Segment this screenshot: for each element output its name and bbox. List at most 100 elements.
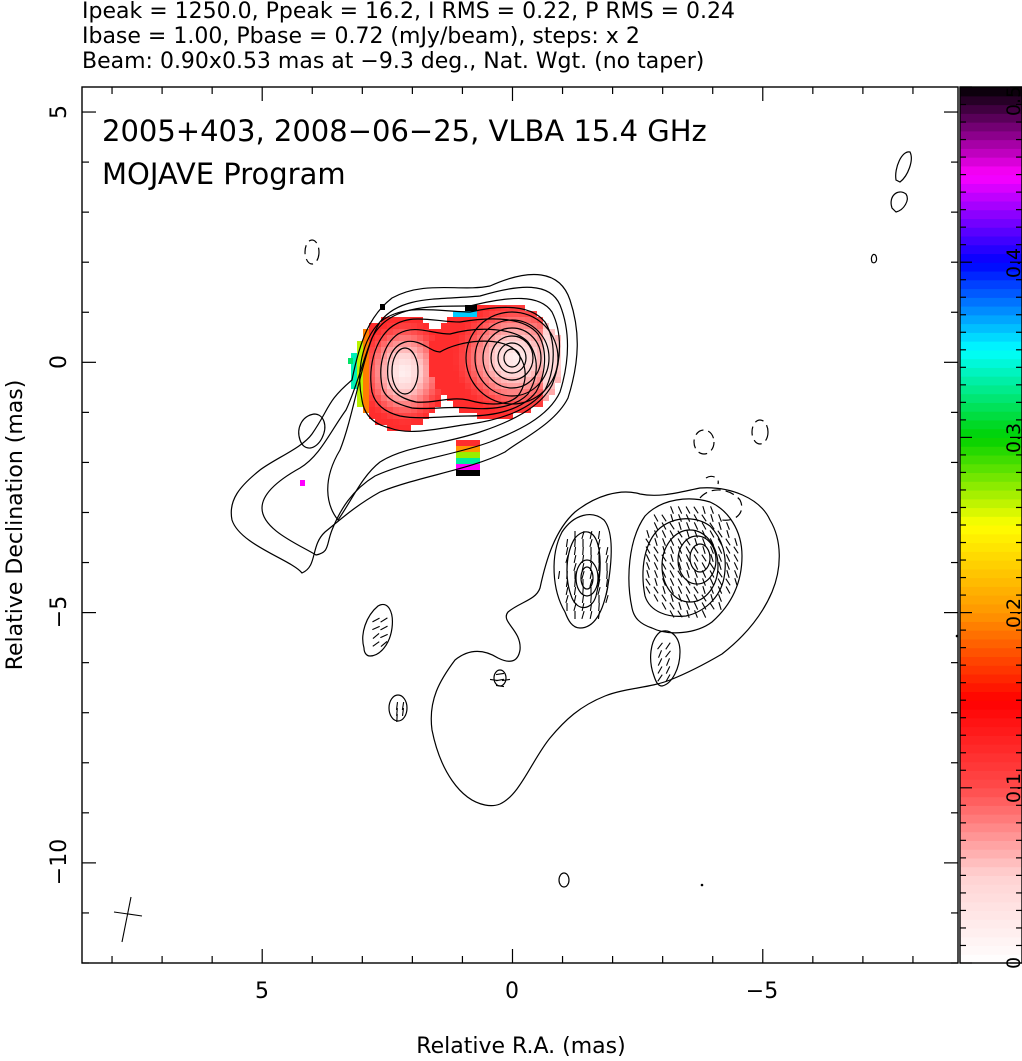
polarization-vector <box>565 595 569 603</box>
colorbar-swatch <box>960 95 1022 106</box>
polarization-pixel <box>387 419 393 425</box>
polarization-pixel <box>543 365 549 371</box>
polarization-pixel <box>489 389 495 395</box>
polarization-vector <box>677 546 683 554</box>
polarization-vector <box>597 610 601 620</box>
polarization-vector <box>693 562 699 570</box>
polarization-pixel <box>501 401 507 407</box>
polarization-pixel <box>429 395 435 401</box>
polarization-pixel <box>423 365 429 371</box>
polarization-pixel <box>357 401 363 407</box>
polarization-pixel <box>507 353 513 359</box>
polarization-pixel <box>363 335 369 341</box>
polarization-pixel <box>555 365 561 371</box>
polarization-pixel <box>531 401 537 407</box>
polarization-pixel <box>399 383 405 389</box>
polarization-pixel <box>429 365 435 371</box>
polarization-pixel <box>387 317 393 323</box>
polarization-pixel <box>411 377 417 383</box>
polarization-vector <box>653 594 659 602</box>
colorbar-swatch <box>960 113 1022 123</box>
polarization-pixel <box>435 335 441 341</box>
polarization-pixel <box>474 458 480 464</box>
polarization-vector <box>657 650 663 658</box>
polarization-vector <box>605 578 609 588</box>
polarization-pixel <box>465 389 471 395</box>
y-tick-label: 5 <box>47 105 72 119</box>
polarization-pixel <box>435 371 441 377</box>
polarization-pixel <box>462 458 468 464</box>
polarization-vector <box>686 522 690 530</box>
polarization-pixel <box>411 347 417 353</box>
polarization-pixel <box>357 395 363 401</box>
colorbar-swatch <box>960 568 1022 579</box>
polarization-vector <box>661 530 667 538</box>
colorbar-swatch <box>960 376 1022 386</box>
polarization-pixel <box>495 395 501 401</box>
colorbar-swatch <box>960 279 1022 290</box>
polarization-pixel <box>465 371 471 377</box>
polarization-vector <box>380 625 388 631</box>
polarization-pixel <box>381 383 387 389</box>
polarization-pixel <box>465 323 471 329</box>
polarization-pixel <box>387 359 393 365</box>
polarization-vector <box>566 570 568 580</box>
polarization-pixel <box>405 365 411 371</box>
colorbar-swatch <box>960 542 1022 552</box>
polarization-vector <box>685 546 691 554</box>
polarization-pixel <box>465 335 471 341</box>
polarization-pixel <box>465 395 471 401</box>
polarization-pixel <box>456 440 462 446</box>
polarization-vector <box>645 546 651 554</box>
polarization-pixel <box>417 401 423 407</box>
polarization-vector <box>669 610 675 618</box>
colorbar-swatch <box>960 200 1022 211</box>
polarization-pixel <box>465 407 471 413</box>
polarization-pixel <box>489 407 495 413</box>
polarization-pixel <box>531 341 537 347</box>
polarization-vector <box>661 594 667 602</box>
colorbar-swatch <box>960 744 1022 754</box>
polarization-vector <box>694 538 698 546</box>
polarization-vector <box>686 610 690 618</box>
polarization-vector <box>657 674 663 682</box>
polarization-vector <box>661 602 667 610</box>
polarization-vector <box>717 530 723 538</box>
polarization-vector <box>589 570 593 580</box>
polarization-vector <box>701 610 707 618</box>
polarization-pixel <box>447 389 453 395</box>
polarization-vector <box>581 594 585 604</box>
polarization-pixel <box>411 371 417 377</box>
polarization-pixel <box>363 359 369 365</box>
polarization-pixel <box>489 329 495 335</box>
polarization-pixel <box>513 389 519 395</box>
polarization-vector <box>495 678 505 682</box>
polarization-pixel <box>525 371 531 377</box>
polarization-pixel <box>483 359 489 365</box>
polarization-pixel <box>387 407 393 413</box>
polarization-pixel <box>393 407 399 413</box>
colorbar-swatch <box>960 708 1022 719</box>
polarization-pixel <box>465 305 471 311</box>
polarization-pixel <box>501 407 507 413</box>
polarization-pixel <box>549 329 555 335</box>
polarization-pixel <box>399 359 405 365</box>
polarization-pixel <box>369 365 375 371</box>
polarization-pixel <box>435 401 441 407</box>
polarization-vector <box>589 579 593 587</box>
colorbar-swatch <box>960 358 1022 368</box>
polarization-pixel <box>501 311 507 317</box>
y-tick-label: −10 <box>47 839 72 885</box>
colorbar-swatch <box>960 516 1022 526</box>
polarization-vector <box>574 578 576 588</box>
polarization-vector <box>380 633 388 639</box>
polarization-pixel <box>477 329 483 335</box>
polarization-pixel <box>531 329 537 335</box>
polarization-vector <box>726 570 730 578</box>
polarization-vector <box>733 562 739 570</box>
polarization-pixel <box>447 353 453 359</box>
polarization-vector <box>665 666 671 674</box>
polarization-pixel <box>501 305 507 311</box>
polarization-pixel <box>525 311 531 317</box>
polarization-pixel <box>429 359 435 365</box>
